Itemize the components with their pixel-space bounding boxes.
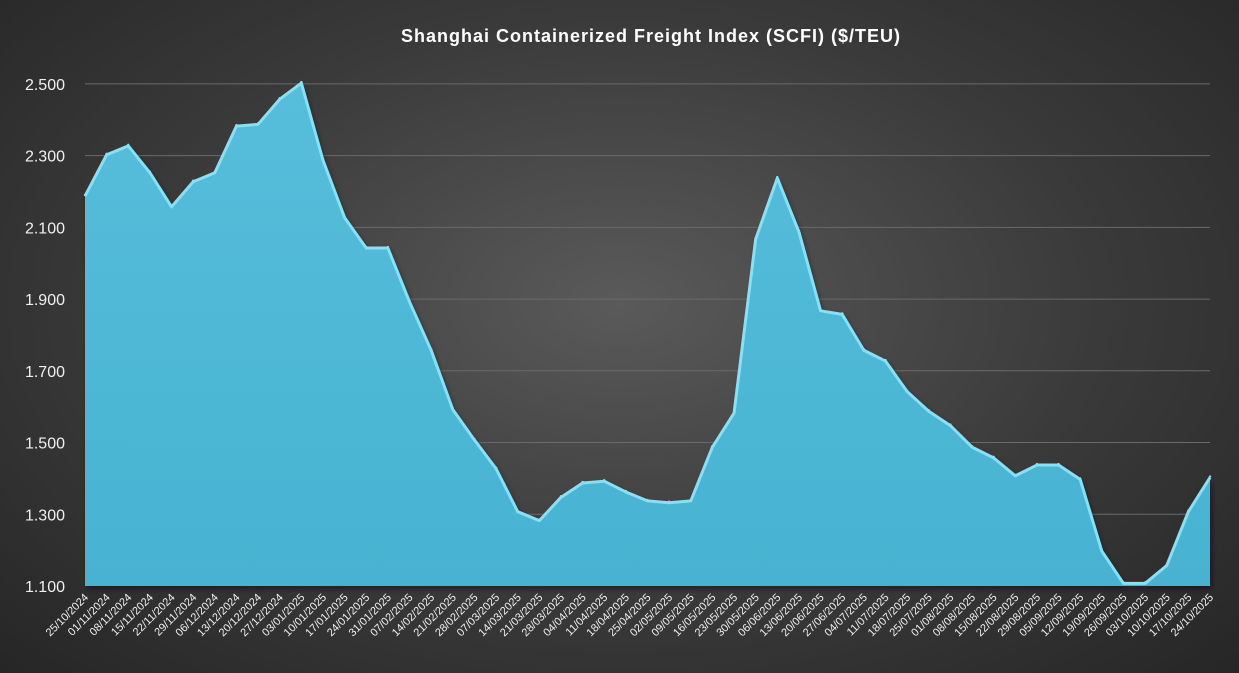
data-point xyxy=(581,480,584,484)
data-point xyxy=(646,498,649,502)
area-series xyxy=(83,80,1212,586)
data-point xyxy=(516,509,519,512)
data-point xyxy=(451,407,454,410)
data-point xyxy=(992,455,995,459)
y-tick-label: 1.900 xyxy=(25,292,65,309)
data-point xyxy=(905,389,909,392)
data-point xyxy=(603,478,606,482)
chart-title: Shanghai Containerized Freight Index (SC… xyxy=(401,26,901,46)
data-point xyxy=(235,123,238,127)
y-tick-label: 1.500 xyxy=(25,436,65,453)
data-point xyxy=(191,179,195,182)
y-tick-label: 1.300 xyxy=(25,507,65,524)
x-axis-ticks: 25/10/202401/11/202408/11/202415/11/2024… xyxy=(44,592,1216,639)
data-point xyxy=(105,152,108,156)
data-point xyxy=(667,500,671,503)
data-point xyxy=(862,348,866,351)
data-point xyxy=(624,489,628,493)
data-point xyxy=(754,236,757,240)
data-point xyxy=(213,170,217,173)
data-point xyxy=(365,245,368,249)
data-point xyxy=(1035,462,1039,466)
data-point xyxy=(949,423,952,426)
data-point xyxy=(256,122,260,125)
data-point xyxy=(1187,509,1190,512)
data-point xyxy=(494,466,498,469)
y-tick-label: 1.700 xyxy=(25,364,65,381)
data-point xyxy=(841,312,844,315)
data-point xyxy=(1165,563,1168,566)
data-point xyxy=(927,409,930,412)
data-point xyxy=(321,157,325,161)
y-tick-label: 2.100 xyxy=(25,220,65,237)
data-point xyxy=(732,410,736,414)
data-point xyxy=(343,215,346,218)
data-point xyxy=(300,80,303,84)
data-point xyxy=(278,97,281,100)
data-point xyxy=(559,495,563,498)
data-point xyxy=(83,193,87,197)
data-point xyxy=(1208,475,1212,478)
data-point xyxy=(711,444,714,448)
data-point xyxy=(148,170,152,173)
data-point xyxy=(776,175,779,179)
data-point xyxy=(689,498,692,502)
data-point xyxy=(970,444,974,448)
y-tick-label: 1.100 xyxy=(25,579,65,596)
data-point xyxy=(1122,581,1125,584)
series-area xyxy=(85,82,1210,586)
data-point xyxy=(429,348,433,351)
data-point xyxy=(473,437,476,441)
data-point xyxy=(1078,477,1082,480)
data-point xyxy=(1057,462,1060,466)
y-axis-ticks: 1.100 1.300 1.500 1.700 1.900 2.100 2.300 2.500 xyxy=(25,77,65,596)
data-point xyxy=(1143,581,1147,584)
data-point xyxy=(1100,548,1104,552)
data-point xyxy=(538,518,541,521)
data-point xyxy=(170,204,173,208)
data-point xyxy=(386,245,390,249)
y-tick-label: 2.300 xyxy=(25,149,65,166)
data-point xyxy=(127,143,130,147)
data-point xyxy=(797,229,801,233)
data-point xyxy=(1014,473,1017,477)
data-point xyxy=(408,299,411,303)
data-point xyxy=(819,308,822,312)
y-tick-label: 2.500 xyxy=(25,77,65,94)
data-point xyxy=(884,358,887,362)
